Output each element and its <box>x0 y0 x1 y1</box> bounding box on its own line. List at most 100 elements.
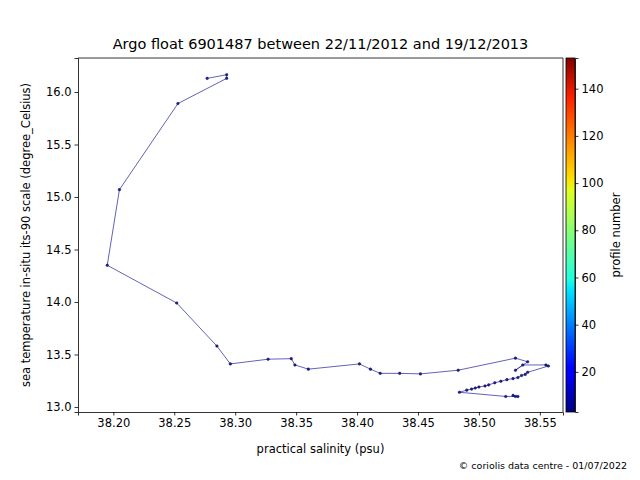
tick-label: 15.5 <box>46 138 72 152</box>
ts-point <box>465 389 468 392</box>
ts-point <box>521 364 524 367</box>
ts-point <box>398 372 401 375</box>
ts-point <box>206 77 209 80</box>
tick: 38.20 <box>97 412 130 430</box>
ts-point <box>526 361 529 364</box>
tick-label: 80 <box>582 223 597 237</box>
tick: 13.5 <box>46 348 78 362</box>
colorbar <box>566 58 575 412</box>
tick: 38.25 <box>158 412 191 430</box>
colorbar-axis: 20 40 60 80 100 120 140 <box>575 59 603 413</box>
tick-label: 38.30 <box>219 416 252 430</box>
ts-point <box>216 345 219 348</box>
ts-point <box>514 369 517 372</box>
ts-point <box>512 377 515 380</box>
ts-point <box>474 387 477 390</box>
ts-point <box>547 365 550 368</box>
ts-point <box>493 382 496 385</box>
tick-label: 100 <box>582 176 604 190</box>
ts-point <box>307 368 310 371</box>
ts-point <box>118 188 121 191</box>
y-axis-title: sea temperature in-situ its-90 scale (de… <box>19 83 33 387</box>
tick-label: 38.40 <box>341 416 374 430</box>
ts-point <box>294 364 297 367</box>
plot-marks <box>106 73 550 397</box>
tick-mark <box>575 136 579 137</box>
tick-mark <box>575 372 579 373</box>
tick: 60 <box>575 271 596 285</box>
colorbar-title: profile number <box>609 192 623 277</box>
ts-point <box>514 395 517 398</box>
tick: 80 <box>575 223 596 237</box>
tick-mark <box>75 145 79 146</box>
tick-label: 38.50 <box>463 416 496 430</box>
ts-point <box>517 395 520 398</box>
footer-note: © coriolis data centre - 01/07/2022 <box>459 460 627 471</box>
tick-label: 38.35 <box>280 416 313 430</box>
tick-label: 14.0 <box>46 295 72 309</box>
tick-label: 38.25 <box>158 416 191 430</box>
ts-line <box>107 75 548 397</box>
tick-mark <box>575 183 579 184</box>
tick: 120 <box>575 129 603 143</box>
tick-label: 14.5 <box>46 243 72 257</box>
tick-label: 120 <box>582 129 604 143</box>
ts-point <box>487 384 490 387</box>
ts-point <box>225 77 228 80</box>
tick-mark <box>575 277 579 278</box>
tick-label: 20 <box>582 365 597 379</box>
ts-point <box>290 357 293 360</box>
tick: 15.0 <box>46 190 78 204</box>
ts-point <box>506 378 509 381</box>
ts-point <box>484 385 487 388</box>
tick-mark <box>75 92 79 93</box>
tick-label: 38.45 <box>402 416 435 430</box>
chart: 38.20 38.25 38.30 38.35 38.40 38.45 38.50 38.55… <box>0 0 640 480</box>
tick: 38.45 <box>402 412 435 430</box>
ts-point <box>457 369 460 372</box>
tick: 40 <box>575 318 596 332</box>
ts-point <box>514 357 517 360</box>
tick: 100 <box>575 176 603 190</box>
tick-label: 16.0 <box>46 85 72 99</box>
ts-point <box>419 373 422 376</box>
tick-label: 38.20 <box>97 416 130 430</box>
tick: 38.55 <box>524 412 557 430</box>
ts-point <box>358 363 361 366</box>
ts-point <box>470 388 473 391</box>
tick-mark <box>75 249 79 250</box>
ts-point <box>520 374 523 377</box>
tick-label: 60 <box>582 271 597 285</box>
tick-label: 140 <box>582 82 604 96</box>
ts-point <box>379 372 382 375</box>
tick: 140 <box>575 82 603 96</box>
ts-point <box>504 395 507 398</box>
tick: 15.5 <box>46 138 78 152</box>
tick: 38.35 <box>280 412 313 430</box>
tick-mark <box>575 89 579 90</box>
ts-point <box>175 302 178 305</box>
tick-label: 38.55 <box>524 416 557 430</box>
tick: 38.50 <box>463 412 496 430</box>
y-axis-line <box>75 59 79 413</box>
x-axis: 38.20 38.25 38.30 38.35 38.40 38.45 38.50 38.55 <box>79 412 564 430</box>
frame-right <box>563 58 564 412</box>
x-axis-title: practical salinity (psu) <box>257 442 385 456</box>
tick: 20 <box>575 365 596 379</box>
ts-point <box>225 73 228 76</box>
plot-area <box>78 58 563 412</box>
ts-point <box>512 394 515 397</box>
tick-label: 15.0 <box>46 190 72 204</box>
ts-point <box>229 363 232 366</box>
ts-point <box>545 364 548 367</box>
tick: 16.0 <box>46 85 78 99</box>
tick-mark <box>575 230 579 231</box>
colorbar-axis-line <box>576 59 579 413</box>
tick: 38.40 <box>341 412 374 430</box>
tick-label: 40 <box>582 318 597 332</box>
tick: 14.0 <box>46 295 78 309</box>
ts-point <box>369 368 372 371</box>
tick: 38.30 <box>219 412 252 430</box>
tick-mark <box>75 354 79 355</box>
ts-point <box>177 102 180 105</box>
